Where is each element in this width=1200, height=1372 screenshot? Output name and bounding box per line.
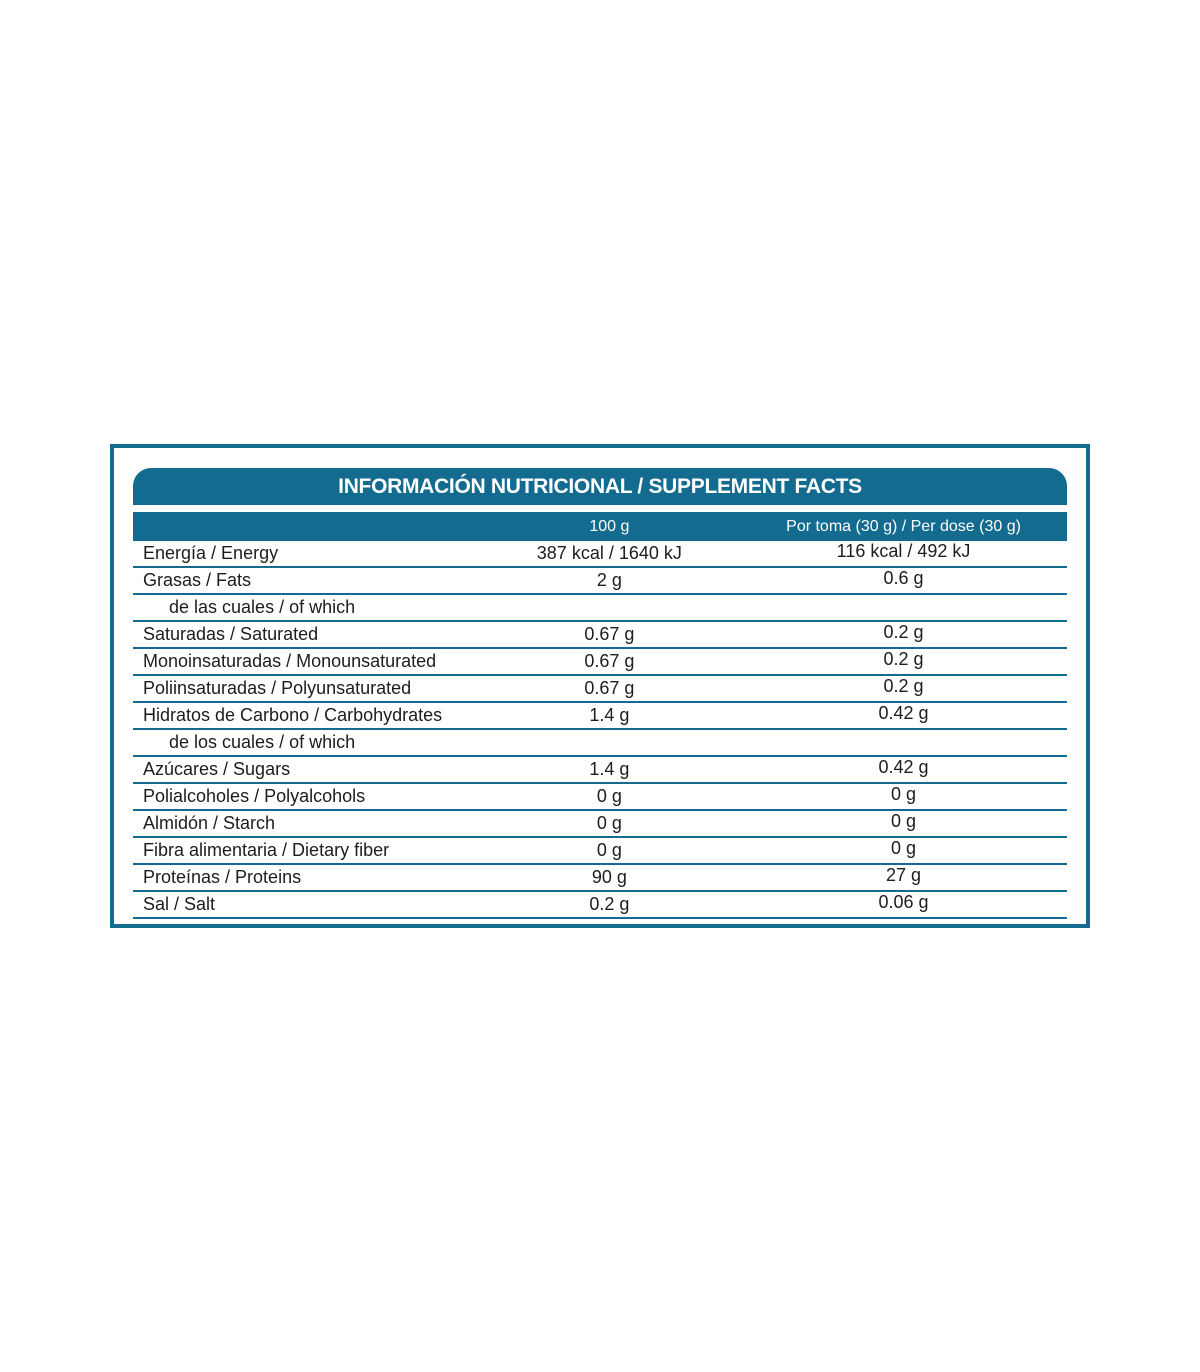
row-value-100g: 0 g xyxy=(596,840,622,860)
row-value-100g: 1.4 g xyxy=(589,705,630,725)
column-header-bar: 100 g Por toma (30 g) / Per dose (30 g) xyxy=(133,512,1067,541)
row-value-per-dose: 0.2 g xyxy=(883,676,924,696)
row-value-per-dose: 0.42 g xyxy=(878,757,929,777)
row-value-per-dose: 0.06 g xyxy=(878,892,929,912)
row-label: Hidratos de Carbono / Carbohydrates xyxy=(143,705,443,725)
table-row: de los cuales / of which xyxy=(133,730,1067,757)
table-row: Monoinsaturadas / Monounsaturated 0.67 g… xyxy=(133,649,1067,676)
row-label: Sal / Salt xyxy=(143,894,216,914)
row-value-per-dose: 0 g xyxy=(891,784,917,804)
table-row: Almidón / Starch 0 g 0 g xyxy=(133,811,1067,838)
row-label: de los cuales / of which xyxy=(169,732,356,752)
row-value-per-dose: 0.2 g xyxy=(883,622,924,642)
table-row: Fibra alimentaria / Dietary fiber 0 g 0 … xyxy=(133,838,1067,865)
table-body: Energía / Energy 387 kcal / 1640 kJ 116 … xyxy=(133,541,1067,919)
row-label: Monoinsaturadas / Monounsaturated xyxy=(143,651,437,671)
row-label: Grasas / Fats xyxy=(143,570,252,590)
row-value-100g: 0.2 g xyxy=(589,894,630,914)
column-header-100g: 100 g xyxy=(589,517,630,535)
row-value-per-dose: 116 kcal / 492 kJ xyxy=(836,541,971,561)
row-label: Almidón / Starch xyxy=(143,813,276,833)
row-label: Fibra alimentaria / Dietary fiber xyxy=(143,840,390,860)
row-value-100g: 2 g xyxy=(596,570,622,590)
table-row: Polialcoholes / Polyalcohols 0 g 0 g xyxy=(133,784,1067,811)
row-value-100g: 0 g xyxy=(596,786,622,806)
row-value-per-dose: 27 g xyxy=(886,865,922,885)
row-value-per-dose: 0.42 g xyxy=(878,703,929,723)
row-value-100g: 0.67 g xyxy=(584,678,635,698)
row-label: Saturadas / Saturated xyxy=(143,624,319,644)
table-row: Sal / Salt 0.2 g 0.06 g xyxy=(133,892,1067,919)
panel-title: INFORMACIÓN NUTRICIONAL / SUPPLEMENT FAC… xyxy=(338,474,862,498)
row-value-100g: 1.4 g xyxy=(589,759,630,779)
row-label: de las cuales / of which xyxy=(169,597,356,617)
table-row: Poliinsaturadas / Polyunsaturated 0.67 g… xyxy=(133,676,1067,703)
row-label: Polialcoholes / Polyalcohols xyxy=(143,786,366,806)
row-label: Proteínas / Proteins xyxy=(143,867,302,887)
row-label: Poliinsaturadas / Polyunsaturated xyxy=(143,678,412,698)
table-row: Azúcares / Sugars 1.4 g 0.42 g xyxy=(133,757,1067,784)
row-value-per-dose: 0.6 g xyxy=(883,568,924,588)
row-value-100g: 0 g xyxy=(596,813,622,833)
table-row: Hidratos de Carbono / Carbohydrates 1.4 … xyxy=(133,703,1067,730)
row-value-100g: 0.67 g xyxy=(584,624,635,644)
row-value-100g: 0.67 g xyxy=(584,651,635,671)
row-label: Energía / Energy xyxy=(143,543,279,563)
row-value-per-dose: 0 g xyxy=(891,811,917,831)
column-header-per-dose: Por toma (30 g) / Per dose (30 g) xyxy=(786,517,1021,535)
table-row: Grasas / Fats 2 g 0.6 g xyxy=(133,568,1067,595)
nutrition-facts-panel: INFORMACIÓN NUTRICIONAL / SUPPLEMENT FAC… xyxy=(110,444,1090,928)
row-label: Azúcares / Sugars xyxy=(143,759,291,779)
table-row: Proteínas / Proteins 90 g 27 g xyxy=(133,865,1067,892)
row-value-per-dose: 0.2 g xyxy=(883,649,924,669)
table-row: de las cuales / of which xyxy=(133,595,1067,622)
row-value-per-dose: 0 g xyxy=(891,838,917,858)
table-row: Saturadas / Saturated 0.67 g 0.2 g xyxy=(133,622,1067,649)
row-value-100g: 90 g xyxy=(591,867,627,887)
table-row: Energía / Energy 387 kcal / 1640 kJ 116 … xyxy=(133,541,1067,568)
row-value-100g: 387 kcal / 1640 kJ xyxy=(536,543,682,563)
panel-title-bar: INFORMACIÓN NUTRICIONAL / SUPPLEMENT FAC… xyxy=(133,468,1067,505)
